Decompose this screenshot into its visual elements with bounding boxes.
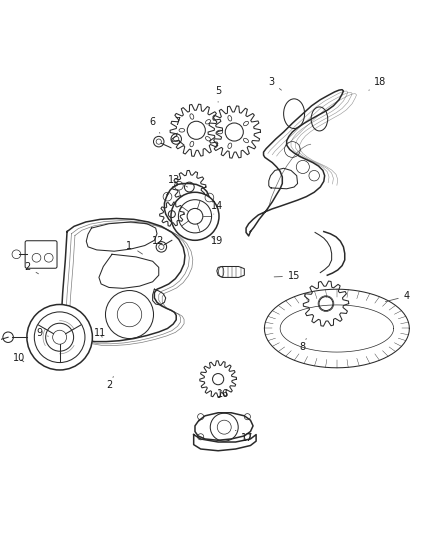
Text: 10: 10: [13, 353, 25, 363]
Text: 13: 13: [168, 175, 187, 187]
Text: 2: 2: [25, 262, 39, 274]
Text: 18: 18: [369, 77, 387, 90]
Text: 19: 19: [211, 236, 223, 246]
Circle shape: [171, 192, 219, 240]
Text: 4: 4: [385, 291, 410, 302]
Text: 14: 14: [211, 201, 223, 214]
Text: 2: 2: [107, 376, 113, 390]
Text: 6: 6: [149, 117, 160, 133]
Text: 3: 3: [268, 77, 282, 90]
Circle shape: [27, 304, 92, 370]
Text: 11: 11: [94, 328, 106, 338]
Text: 1: 1: [127, 240, 142, 254]
Text: 17: 17: [235, 430, 254, 442]
Text: 8: 8: [299, 338, 306, 352]
Text: 9: 9: [36, 328, 48, 338]
Text: 16: 16: [217, 389, 230, 399]
FancyBboxPatch shape: [25, 241, 57, 268]
Text: 12: 12: [152, 236, 164, 246]
Text: 7: 7: [174, 117, 180, 135]
Text: 15: 15: [274, 271, 300, 281]
Text: 5: 5: [215, 86, 221, 102]
